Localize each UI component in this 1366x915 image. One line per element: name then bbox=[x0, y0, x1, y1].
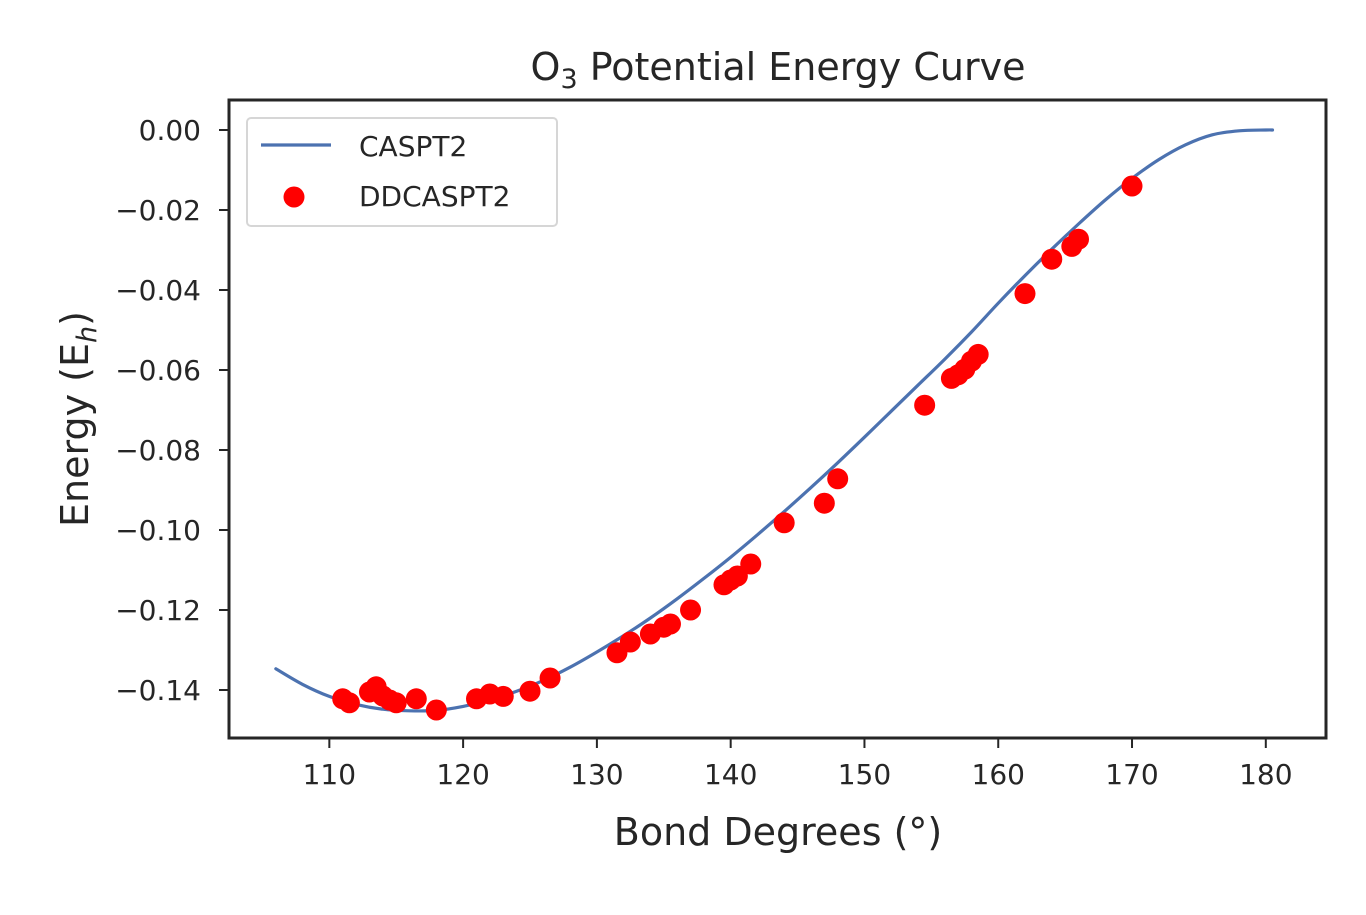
scatter-point bbox=[1014, 283, 1036, 305]
scatter-point bbox=[1041, 248, 1063, 270]
x-axis-label: Bond Degrees (°) bbox=[614, 810, 942, 854]
scatter-point bbox=[659, 613, 681, 635]
y-tick-label: −0.02 bbox=[115, 194, 201, 227]
scatter-point bbox=[338, 692, 360, 714]
scatter-point bbox=[539, 667, 561, 689]
scatter-point bbox=[1068, 228, 1090, 250]
legend-label-ddcaspt2: DDCASPT2 bbox=[359, 180, 510, 213]
scatter-point bbox=[773, 512, 795, 534]
y-tick-label: 0.00 bbox=[139, 114, 201, 147]
x-tick-label: 180 bbox=[1239, 758, 1292, 791]
scatter-point bbox=[385, 692, 407, 714]
scatter-point bbox=[619, 631, 641, 653]
scatter-point bbox=[726, 565, 748, 587]
legend-marker-ddcaspt2 bbox=[283, 186, 305, 208]
scatter-point bbox=[492, 685, 514, 707]
scatter-point bbox=[827, 468, 849, 490]
y-tick-label: −0.04 bbox=[115, 274, 201, 307]
scatter-point bbox=[967, 343, 989, 365]
scatter-point bbox=[914, 394, 936, 416]
x-tick-label: 170 bbox=[1105, 758, 1158, 791]
x-tick-label: 110 bbox=[303, 758, 356, 791]
x-tick-label: 130 bbox=[570, 758, 623, 791]
y-axis-label: Energy (Eh) bbox=[53, 311, 103, 527]
plot-area: 110 120 130 140 150 160 170 180 0.00 −0.02 −0.04 −0… bbox=[115, 98, 1328, 791]
y-tick-label: −0.12 bbox=[115, 594, 201, 627]
chart-title: O3 Potential Energy Curve bbox=[531, 45, 1026, 95]
legend-label-caspt2: CASPT2 bbox=[359, 130, 467, 163]
scatter-point bbox=[680, 599, 702, 621]
x-tick-label: 160 bbox=[972, 758, 1025, 791]
scatter-point bbox=[1121, 175, 1143, 197]
scatter-point bbox=[425, 699, 447, 721]
x-tick-label: 120 bbox=[436, 758, 489, 791]
y-tick-label: −0.14 bbox=[115, 674, 201, 707]
scatter-point bbox=[405, 688, 427, 710]
legend: CASPT2 DDCASPT2 bbox=[246, 117, 558, 227]
y-tick-label: −0.08 bbox=[115, 434, 201, 467]
scatter-point bbox=[813, 492, 835, 514]
axes-frame bbox=[227, 98, 1328, 740]
y-tick-label: −0.06 bbox=[115, 354, 201, 387]
scatter-point bbox=[740, 553, 762, 575]
x-tick-label: 140 bbox=[704, 758, 757, 791]
y-tick-label: −0.10 bbox=[115, 514, 201, 547]
scatter-point bbox=[519, 680, 541, 702]
x-tick-label: 150 bbox=[838, 758, 891, 791]
